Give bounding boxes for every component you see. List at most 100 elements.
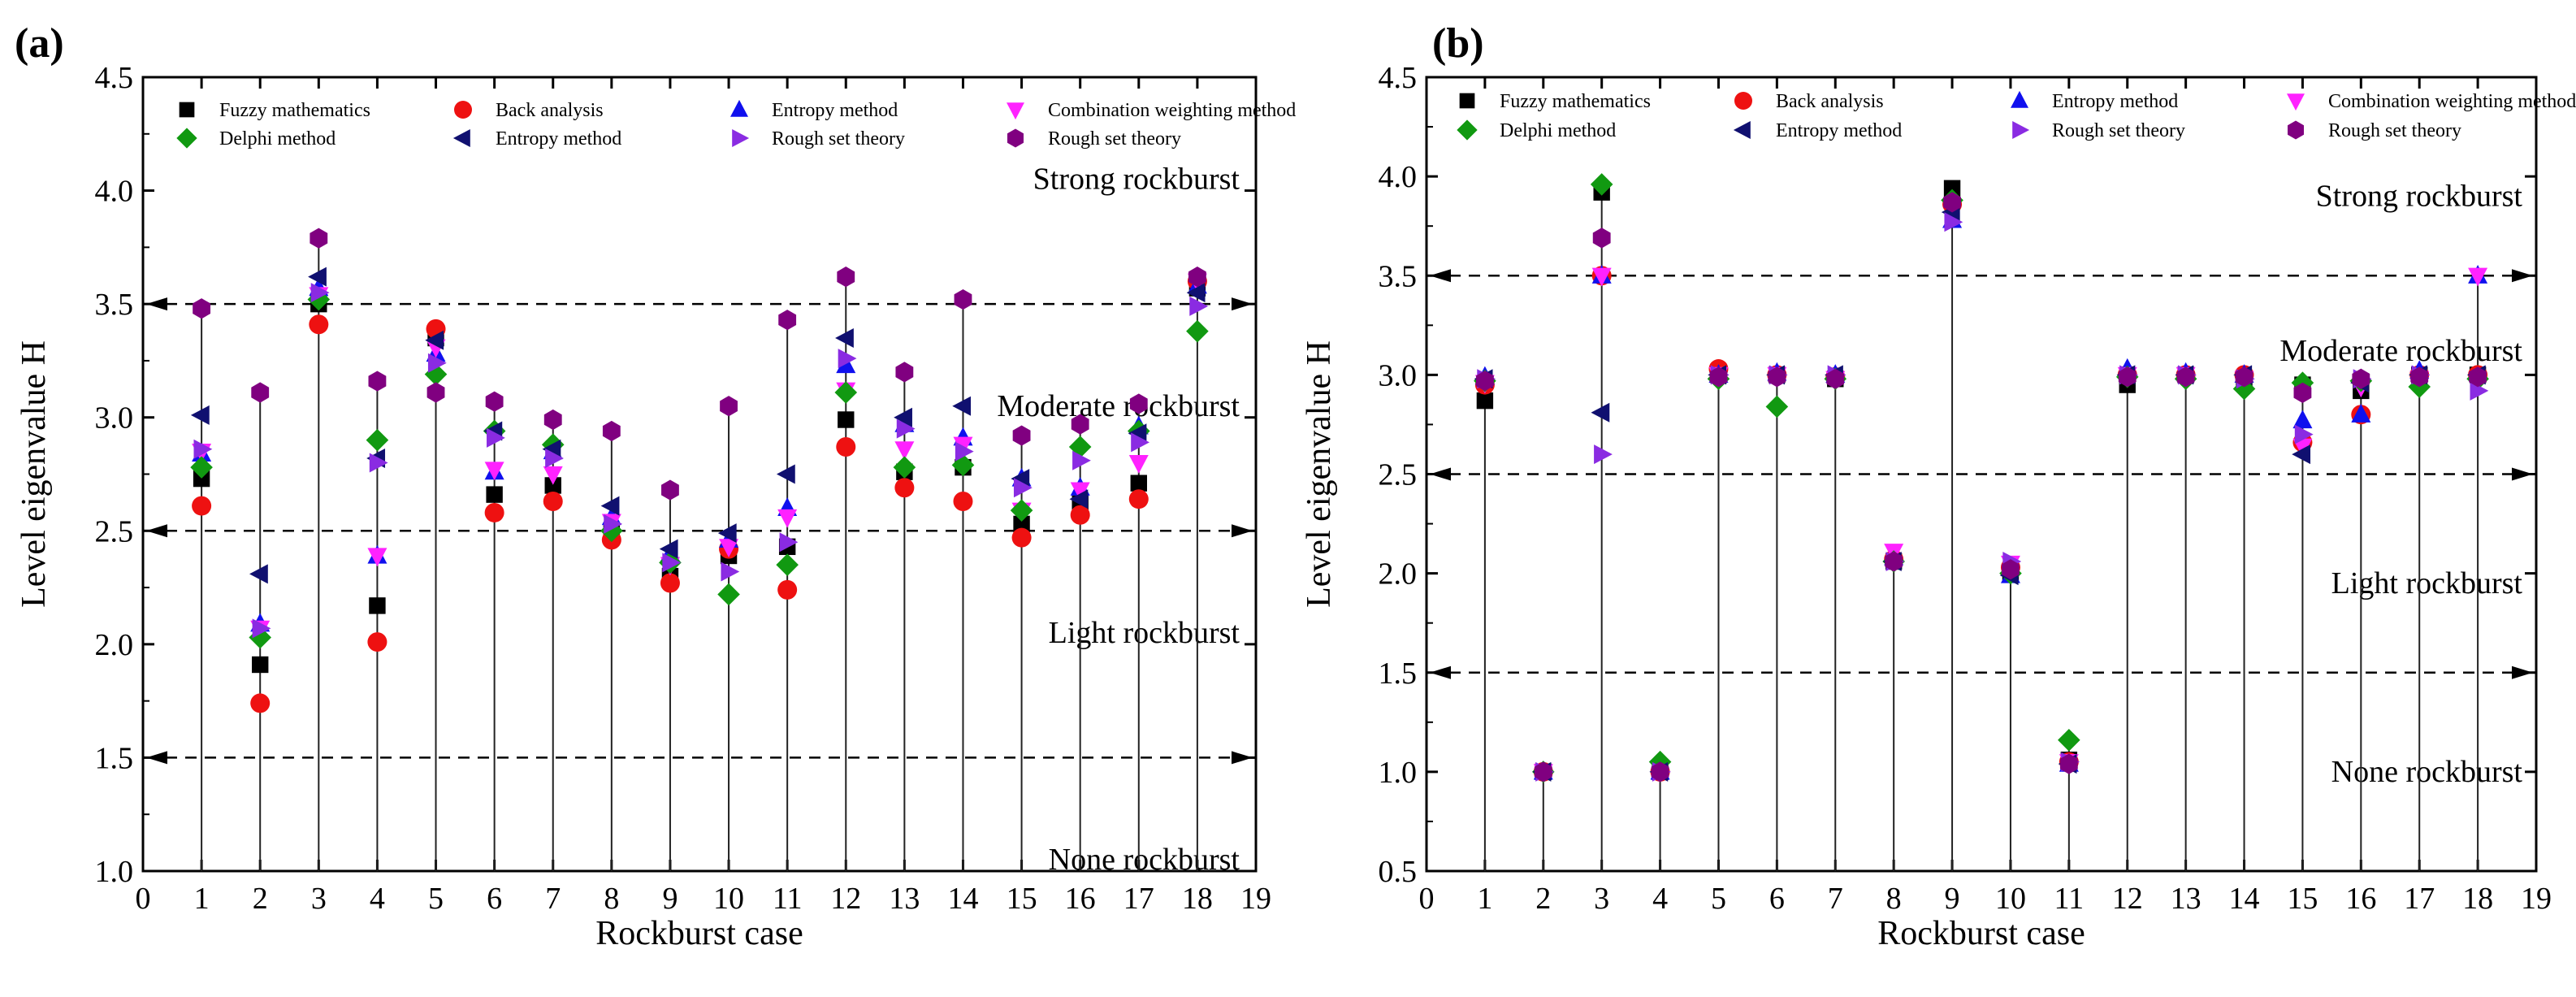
threshold-arrow-right	[1232, 297, 1253, 311]
data-point-hexagon	[1534, 761, 1552, 782]
data-point-hexagon	[2002, 559, 2020, 580]
data-point-hexagon	[310, 228, 328, 249]
data-point-triangle-right	[427, 353, 447, 373]
data-point-circle	[836, 437, 856, 457]
data-point-triangle-right	[369, 453, 388, 473]
legend-marker-hexagon	[1007, 128, 1024, 148]
y-axis-title: Level eigenvalue H	[1301, 340, 1338, 608]
data-point-diamond	[1010, 499, 1033, 522]
data-point-hexagon	[1592, 228, 1611, 249]
x-tick-label: 7	[545, 882, 561, 916]
x-axis-title: Rockburst case	[1877, 915, 2085, 952]
x-tick-label: 1	[1477, 882, 1492, 916]
x-tick-label: 14	[2229, 882, 2260, 916]
y-tick-label: 3.0	[1379, 358, 1418, 392]
x-tick-label: 5	[428, 882, 444, 916]
data-point-hexagon	[720, 396, 738, 417]
legend-label: Rough set theory	[772, 128, 905, 150]
zone-label: Moderate rockburst	[997, 389, 1240, 423]
data-point-square	[1476, 392, 1494, 410]
data-point-triangle-right	[2294, 424, 2314, 444]
x-tick-label: 1	[194, 882, 210, 916]
data-point-hexagon	[485, 391, 504, 412]
data-point-circle	[777, 579, 798, 600]
x-tick-label: 6	[487, 882, 502, 916]
data-point-triangle-down	[2292, 438, 2313, 457]
y-axis-title: Level eigenvalue H	[15, 340, 53, 608]
data-point-hexagon	[661, 479, 679, 501]
data-point-circle	[1128, 489, 1149, 509]
data-point-triangle-left	[717, 523, 737, 544]
data-point-triangle-down	[2468, 267, 2488, 287]
threshold-arrow-left	[1430, 467, 1451, 481]
data-point-hexagon	[1129, 393, 1148, 414]
x-tick-label: 5	[1711, 882, 1726, 916]
legend-marker-square	[179, 102, 195, 118]
data-point-diamond	[717, 583, 740, 606]
data-point-hexagon	[1475, 371, 1494, 392]
data-point-triangle-left	[190, 405, 210, 425]
data-point-square	[369, 597, 386, 614]
y-tick-label: 1.5	[95, 741, 134, 775]
x-tick-label: 15	[2287, 882, 2318, 916]
data-point-triangle-up	[2351, 404, 2371, 423]
data-point-triangle-left	[308, 267, 327, 287]
y-tick-label: 3.5	[1379, 259, 1418, 293]
x-tick-label: 19	[2521, 882, 2552, 916]
x-tick-label: 13	[889, 882, 920, 916]
data-point-triangle-right	[487, 427, 505, 448]
data-point-square	[1130, 475, 1147, 492]
data-point-triangle-right	[193, 439, 213, 459]
x-tick-label: 19	[1240, 882, 1271, 916]
y-tick-label: 2.5	[1379, 458, 1418, 492]
legend-label: Combination weighting method	[1048, 100, 1296, 121]
zone-label: Strong rockburst	[1033, 163, 1240, 197]
data-point-triangle-down	[777, 509, 798, 528]
data-point-square	[193, 470, 210, 488]
threshold-arrow-right	[1232, 751, 1253, 765]
threshold-arrow-left	[1430, 665, 1451, 679]
data-point-hexagon	[837, 267, 855, 288]
x-tick-label: 11	[773, 882, 803, 916]
legend-label: Rough set theory	[1048, 128, 1181, 150]
y-tick-label: 1.0	[1379, 756, 1418, 790]
data-point-triangle-down	[1070, 482, 1090, 501]
data-point-hexagon	[543, 409, 562, 431]
data-point-triangle-down	[484, 462, 504, 481]
legend-label: Back analysis	[496, 100, 604, 121]
data-point-hexagon	[2176, 366, 2195, 388]
data-point-hexagon	[2352, 368, 2370, 389]
data-point-diamond	[2058, 728, 2080, 752]
data-point-triangle-left	[600, 496, 620, 516]
zone-label: Moderate rockburst	[2279, 334, 2522, 368]
data-point-circle	[192, 496, 212, 516]
threshold-arrow-right	[2512, 269, 2533, 283]
legend-label: Delphi method	[1500, 120, 1616, 141]
x-tick-label: 4	[370, 882, 385, 916]
data-point-triangle-left	[894, 407, 912, 427]
threshold-arrow-left	[146, 524, 167, 538]
legend-marker-triangle-left	[452, 129, 470, 147]
data-point-diamond	[776, 553, 799, 576]
x-tick-label: 15	[1007, 882, 1037, 916]
zone-label: None rockburst	[1049, 843, 1240, 877]
zone-label: None rockburst	[2331, 755, 2523, 789]
threshold-arrow-right	[2512, 467, 2533, 481]
data-point-circle	[367, 632, 387, 652]
data-point-diamond	[1765, 395, 1789, 418]
data-point-triangle-down	[1128, 454, 1149, 474]
data-point-triangle-down	[367, 548, 387, 567]
data-point-triangle-left	[659, 539, 678, 559]
legend-marker-triangle-right	[732, 129, 750, 147]
x-tick-label: 8	[604, 882, 619, 916]
zone-label: Light rockburst	[2331, 566, 2523, 600]
data-point-triangle-right	[955, 441, 974, 462]
data-point-hexagon	[2469, 366, 2487, 388]
legend-label: Entropy method	[2052, 91, 2178, 112]
data-point-square	[486, 486, 503, 503]
x-tick-label: 7	[1828, 882, 1843, 916]
x-tick-label: 2	[253, 882, 268, 916]
chart-panel-b: (b)0.51.01.52.02.53.03.54.04.50 1 2 3 4 5 6 7 8 9…	[1301, 20, 2576, 952]
data-point-circle	[309, 314, 329, 335]
